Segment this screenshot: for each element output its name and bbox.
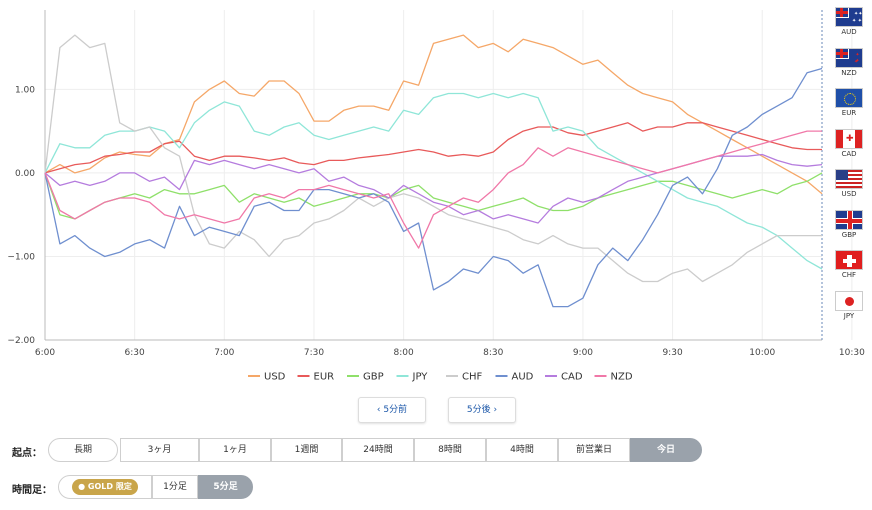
x-tick-label: 9:00 xyxy=(573,348,593,358)
flag-item-eur[interactable]: EUR xyxy=(830,87,868,125)
next-label: 5分後 xyxy=(466,405,491,415)
gold-badge: ● GOLD 限定 xyxy=(72,479,138,495)
flag-label: CHF xyxy=(841,271,857,279)
flag-label: AUD xyxy=(841,28,857,36)
start-point-label: 起点： xyxy=(12,448,42,459)
x-tick-label: 6:30 xyxy=(125,348,145,358)
flag-item-chf[interactable]: CHF xyxy=(830,249,868,287)
x-tick-label: 6:00 xyxy=(35,348,55,358)
flag-item-cad[interactable]: ✚ CAD xyxy=(830,128,868,166)
legend: USD EUR GBP JPY CHF AUD CAD NZD xyxy=(248,372,633,383)
x-tick-label: 10:30 xyxy=(839,348,865,358)
canada-flag-icon: ✚ xyxy=(835,128,863,149)
legend-label-eur[interactable]: EUR xyxy=(314,372,335,383)
flag-item-nzd[interactable]: ✦ ✦ ✦ NZD xyxy=(830,47,868,85)
start-point-option[interactable]: 8時間 xyxy=(414,438,486,462)
japan-flag-icon xyxy=(835,290,863,311)
x-tick-label: 9:30 xyxy=(662,348,682,358)
timeframe-option[interactable]: 5分足 xyxy=(198,475,253,499)
x-tick-label: 7:30 xyxy=(304,348,324,358)
prev-5min-button[interactable]: ‹ 5分前 xyxy=(358,397,426,423)
y-tick-label: −2.00 xyxy=(7,336,35,346)
series-line-jpy xyxy=(44,92,823,270)
usa-flag-icon xyxy=(835,169,863,189)
start-point-option[interactable]: 4時間 xyxy=(486,438,558,462)
start-point-option[interactable]: 3ヶ月 xyxy=(120,438,199,462)
start-point-option[interactable]: 前営業日 xyxy=(558,438,630,462)
legend-label-aud[interactable]: AUD xyxy=(512,372,534,383)
timeframe-label: 時間足： xyxy=(12,485,52,496)
flag-item-gbp[interactable]: GBP xyxy=(830,209,868,247)
flag-item-jpy[interactable]: JPY xyxy=(830,290,868,328)
flag-label: JPY xyxy=(843,311,855,320)
flag-item-usd[interactable]: USD xyxy=(830,168,868,206)
eu-flag-icon xyxy=(835,88,863,108)
next-5min-button[interactable]: 5分後 › xyxy=(448,397,516,423)
series-line-chf xyxy=(44,34,822,283)
x-tick-label: 7:00 xyxy=(214,348,234,358)
prev-label: 5分前 xyxy=(383,405,408,415)
axes: 1.00 0.00 −1.00 −2.006:00 6:30 7:00 7:30 8:00 8:… xyxy=(7,10,865,358)
grid xyxy=(44,10,853,341)
start-point-option[interactable]: 今日 xyxy=(630,438,702,462)
gold-badge-option[interactable]: ● GOLD 限定 xyxy=(58,475,152,499)
flag-label: EUR xyxy=(841,109,857,117)
timeframe-option[interactable]: 1分足 xyxy=(152,475,198,499)
line-chart: 1.00 0.00 −1.00 −2.006:00 6:30 7:00 7:30 8:00 8:… xyxy=(7,10,865,383)
legend-label-jpy[interactable]: JPY xyxy=(412,372,429,383)
legend-label-chf[interactable]: CHF xyxy=(462,372,483,383)
legend-label-usd[interactable]: USD xyxy=(264,372,286,383)
start-point-option[interactable]: 長期 xyxy=(48,438,118,462)
legend-label-cad[interactable]: CAD xyxy=(561,372,583,383)
x-tick-label: 10:00 xyxy=(749,348,775,358)
flag-label: NZD xyxy=(841,68,857,77)
legend-label-gbp[interactable]: GBP xyxy=(363,372,384,383)
series-lines xyxy=(44,34,823,308)
y-tick-label: 1.00 xyxy=(15,85,35,95)
new-zealand-flag-icon: ✦ ✦ ✦ xyxy=(835,47,863,68)
x-tick-label: 8:00 xyxy=(394,348,414,358)
flag-label: GBP xyxy=(841,230,857,239)
chevron-right-icon: › xyxy=(490,405,498,415)
y-tick-label: 0.00 xyxy=(15,169,35,179)
swiss-flag-icon xyxy=(835,250,863,270)
x-tick-label: 8:30 xyxy=(483,348,503,358)
flag-item-aud[interactable]: ✦✦ ✦ ✦ AUD xyxy=(830,6,868,44)
australia-flag-icon: ✦✦ ✦ ✦ xyxy=(835,7,863,27)
flag-label: USD xyxy=(841,190,857,198)
gold-coin-icon: ● xyxy=(78,482,88,491)
start-point-option[interactable]: 1週間 xyxy=(271,438,342,462)
y-tick-label: −1.00 xyxy=(7,252,35,262)
start-point-option[interactable]: 1ヶ月 xyxy=(199,438,271,462)
legend-label-nzd[interactable]: NZD xyxy=(611,372,633,383)
series-line-usd xyxy=(44,34,823,195)
uk-flag-icon xyxy=(835,209,863,230)
series-line-aud xyxy=(44,67,823,308)
flag-label: CAD xyxy=(841,149,857,158)
series-line-nzd xyxy=(44,130,822,249)
start-point-option[interactable]: 24時間 xyxy=(342,438,414,462)
chevron-left-icon: ‹ xyxy=(376,405,384,415)
series-line-gbp xyxy=(44,172,823,220)
